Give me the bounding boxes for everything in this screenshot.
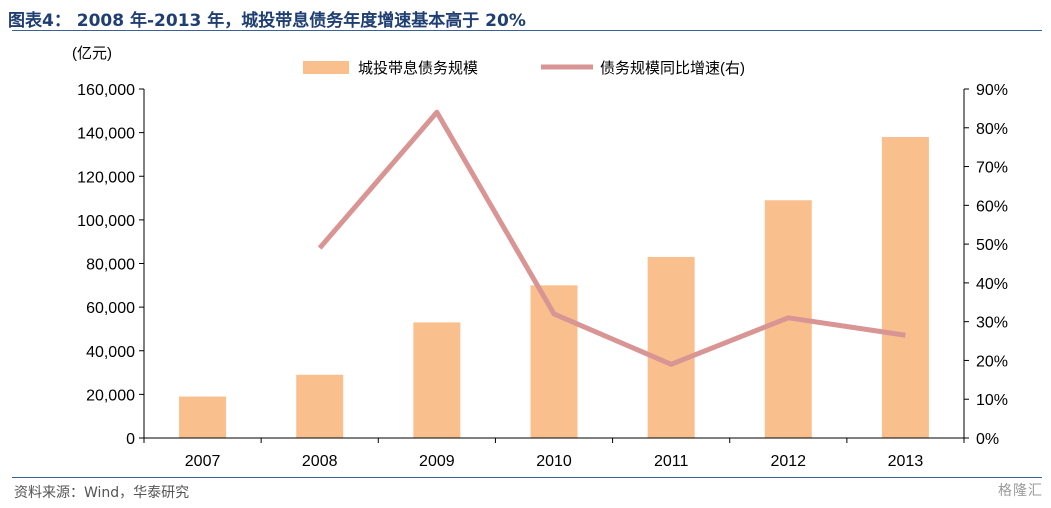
title-rule xyxy=(12,30,1042,31)
footer-rule xyxy=(12,477,1042,478)
right-tick-label: 70% xyxy=(976,160,1008,177)
x-tick-label: 2013 xyxy=(888,453,924,470)
left-tick-label: 160,000 xyxy=(77,82,135,99)
bar-2007 xyxy=(179,396,227,438)
bar-2013 xyxy=(881,136,929,439)
x-tick-label: 2009 xyxy=(419,453,455,470)
bar-2008 xyxy=(296,374,344,438)
x-tick-label: 2011 xyxy=(654,453,689,470)
x-tick-label: 2008 xyxy=(302,453,338,470)
source-note: 资料来源：Wind，华泰研究 xyxy=(14,485,190,501)
x-tick-label: 2010 xyxy=(536,453,572,470)
right-tick-label: 20% xyxy=(976,353,1008,370)
watermark-logo: 格隆汇 xyxy=(998,483,1043,499)
bar-2011 xyxy=(647,256,695,438)
right-tick-label: 40% xyxy=(976,276,1008,293)
legend-bar-swatch xyxy=(303,61,349,74)
right-tick-label: 50% xyxy=(976,237,1008,254)
right-tick-label: 10% xyxy=(976,392,1008,409)
x-tick-label: 2007 xyxy=(185,453,221,470)
right-tick-label: 30% xyxy=(976,315,1008,332)
left-tick-label: 100,000 xyxy=(77,213,135,230)
left-axis-unit: (亿元) xyxy=(72,45,112,62)
x-tick-label: 2012 xyxy=(770,453,806,470)
left-tick-label: 0 xyxy=(126,431,135,448)
right-tick-label: 60% xyxy=(976,198,1008,215)
legend-line-label: 债务规模同比增速(右) xyxy=(600,60,745,77)
bar-2009 xyxy=(413,322,461,438)
growth-rate-line xyxy=(317,109,906,367)
right-tick-label: 80% xyxy=(976,121,1008,138)
left-tick-label: 80,000 xyxy=(86,257,135,274)
bar-2010 xyxy=(530,285,578,438)
left-tick-label: 40,000 xyxy=(86,344,135,361)
right-tick-label: 90% xyxy=(976,82,1008,99)
left-tick-label: 120,000 xyxy=(77,169,135,186)
right-tick-label: 0% xyxy=(976,431,999,448)
left-tick-label: 20,000 xyxy=(86,387,135,404)
left-tick-label: 60,000 xyxy=(86,300,135,317)
left-tick-label: 140,000 xyxy=(77,126,135,143)
legend-bar-label: 城投带息债务规模 xyxy=(358,60,478,77)
chart-title: 图表4： 2008 年-2013 年，城投带息债务年度增速基本高于 20% xyxy=(8,11,526,31)
